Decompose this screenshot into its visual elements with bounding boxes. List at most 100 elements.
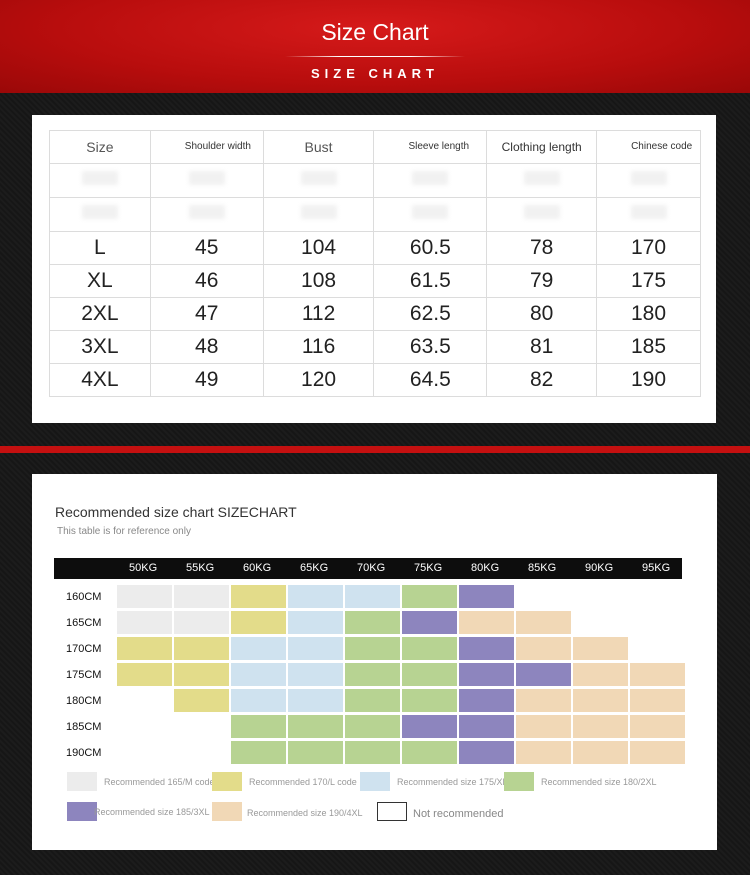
height-label: 160CM xyxy=(66,591,102,603)
recommend-subtitle: This table is for reference only xyxy=(57,526,191,537)
banner-subtitle: SIZE CHART xyxy=(311,66,439,81)
banner-divider xyxy=(285,56,465,57)
size-cell xyxy=(516,741,571,764)
size-cell xyxy=(345,741,400,764)
height-label: 175CM xyxy=(66,669,102,681)
size-cell xyxy=(459,585,514,608)
height-label: 165CM xyxy=(66,617,102,629)
cell-bust: 120 xyxy=(262,363,375,397)
cell-size: 4XL xyxy=(49,363,151,397)
legend-swatch xyxy=(67,772,97,791)
legend-swatch xyxy=(377,802,407,821)
size-cell xyxy=(345,637,400,660)
cell-bust: 104 xyxy=(262,231,375,265)
header-bust: Bust xyxy=(262,130,375,164)
cell-sleeve: 61.5 xyxy=(373,264,488,298)
size-cell xyxy=(516,663,571,686)
cell-shoulder: 49 xyxy=(149,363,264,397)
cell-size: L xyxy=(49,231,151,265)
cell-length: 81 xyxy=(486,330,598,364)
blurred-row xyxy=(49,197,701,232)
legend-swatch xyxy=(212,802,242,821)
size-cell xyxy=(459,637,514,660)
weight-label: 80KG xyxy=(471,562,500,574)
cell-length: 78 xyxy=(486,231,598,265)
legend-label: Recommended 170/L code xyxy=(249,777,357,787)
size-cell xyxy=(288,689,343,712)
cell-sleeve: 63.5 xyxy=(373,330,488,364)
size-cell xyxy=(345,689,400,712)
legend-swatch xyxy=(212,772,242,791)
banner-title: Size Chart xyxy=(321,19,429,45)
cell-code: 175 xyxy=(596,264,701,298)
cell-sleeve: 64.5 xyxy=(373,363,488,397)
size-cell xyxy=(288,611,343,634)
size-table-panel: Size Shoulder width Bust Sleeve length C… xyxy=(32,115,716,423)
cell-size: 3XL xyxy=(49,330,151,364)
legend-swatch xyxy=(504,772,534,791)
size-cell xyxy=(630,663,685,686)
size-cell xyxy=(402,715,457,738)
legend-swatch xyxy=(360,772,390,791)
size-table: Size Shoulder width Bust Sleeve length C… xyxy=(49,130,701,397)
size-cell xyxy=(231,637,286,660)
size-cell xyxy=(345,715,400,738)
cell-sleeve: 62.5 xyxy=(373,297,488,331)
size-cell xyxy=(174,585,229,608)
legend-swatch xyxy=(67,802,97,821)
size-cell xyxy=(459,663,514,686)
size-cell xyxy=(402,689,457,712)
weight-label: 85KG xyxy=(528,562,557,574)
weight-label: 90KG xyxy=(585,562,614,574)
size-cell xyxy=(516,611,571,634)
cell-shoulder: 46 xyxy=(149,264,264,298)
cell-code: 170 xyxy=(596,231,701,265)
size-cell xyxy=(459,689,514,712)
size-cell xyxy=(402,637,457,660)
size-cell xyxy=(174,689,229,712)
size-cell xyxy=(402,741,457,764)
table-row: 2XL 47 112 62.5 80 180 xyxy=(49,297,701,331)
table-row: XL 46 108 61.5 79 175 xyxy=(49,264,701,298)
size-cell xyxy=(345,611,400,634)
size-cell xyxy=(402,585,457,608)
weight-label: 75KG xyxy=(414,562,443,574)
weight-label: 65KG xyxy=(300,562,329,574)
cell-size: XL xyxy=(49,264,151,298)
size-cell xyxy=(288,663,343,686)
size-cell xyxy=(117,611,172,634)
cell-code: 190 xyxy=(596,363,701,397)
header-size: Size xyxy=(49,130,151,164)
height-label: 170CM xyxy=(66,643,102,655)
size-cell xyxy=(117,663,172,686)
weight-label: 50KG xyxy=(129,562,158,574)
legend-label: Recommended size 175/XL xyxy=(397,777,508,787)
size-cell xyxy=(174,663,229,686)
size-cell xyxy=(231,689,286,712)
size-cell xyxy=(459,715,514,738)
size-cell xyxy=(288,715,343,738)
size-cell xyxy=(117,637,172,660)
recommend-title: Recommended size chart SIZECHART xyxy=(55,504,297,520)
cell-shoulder: 47 xyxy=(149,297,264,331)
size-cell xyxy=(630,689,685,712)
size-cell xyxy=(288,637,343,660)
size-cell xyxy=(402,611,457,634)
table-row: L 45 104 60.5 78 170 xyxy=(49,231,701,265)
size-cell xyxy=(573,637,628,660)
header-sleeve-length: Sleeve length xyxy=(373,130,488,164)
size-cell xyxy=(231,741,286,764)
size-cell xyxy=(516,689,571,712)
table-row: 3XL 48 116 63.5 81 185 xyxy=(49,330,701,364)
cell-length: 82 xyxy=(486,363,598,397)
size-cell xyxy=(345,585,400,608)
size-cell xyxy=(117,585,172,608)
size-cell xyxy=(174,637,229,660)
legend-label: Recommended size 190/4XL xyxy=(247,808,363,818)
red-divider xyxy=(0,446,750,453)
header-shoulder-width: Shoulder width xyxy=(149,130,264,164)
cell-code: 180 xyxy=(596,297,701,331)
cell-length: 80 xyxy=(486,297,598,331)
size-cell xyxy=(459,611,514,634)
legend-label: Recommended 165/M code xyxy=(104,777,215,787)
